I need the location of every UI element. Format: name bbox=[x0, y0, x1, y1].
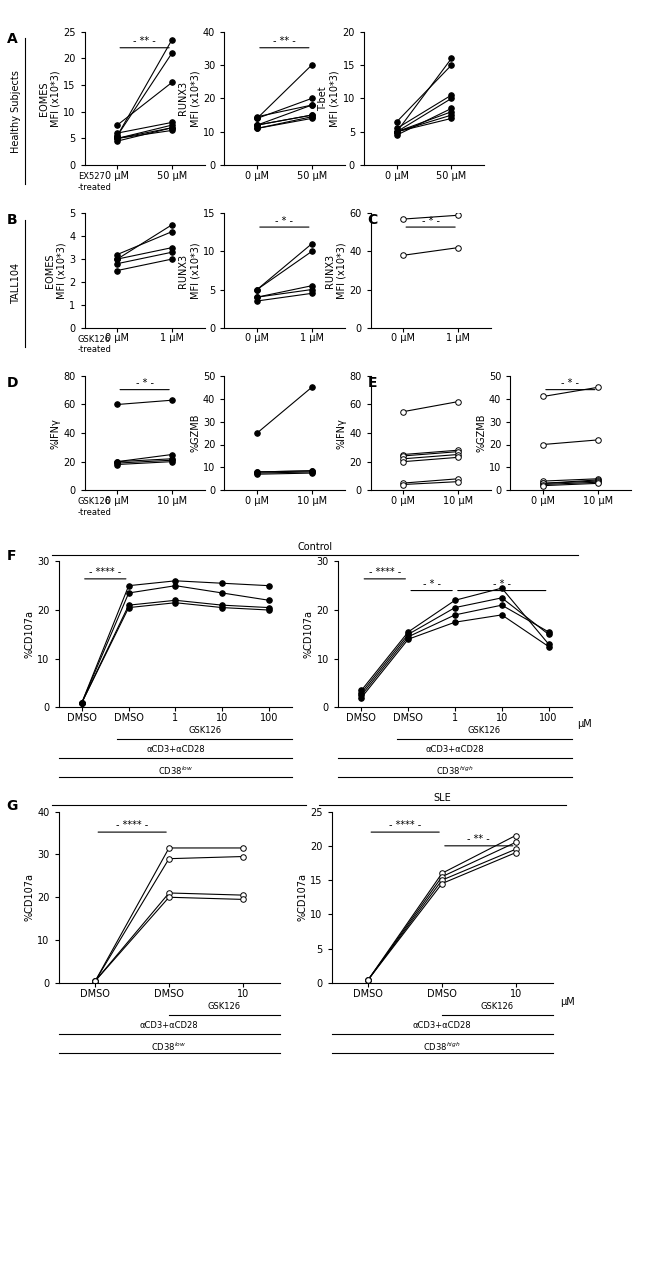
Text: TALL104: TALL104 bbox=[11, 263, 21, 304]
Text: μM: μM bbox=[577, 719, 592, 729]
Y-axis label: %IFNγ: %IFNγ bbox=[50, 418, 60, 448]
Text: - **** -: - **** - bbox=[369, 568, 401, 578]
Text: - **** -: - **** - bbox=[116, 820, 148, 831]
Text: GSK126: GSK126 bbox=[468, 726, 500, 735]
Y-axis label: %GZMB: %GZMB bbox=[476, 414, 486, 452]
Y-axis label: EOMES
MFI (x10*3): EOMES MFI (x10*3) bbox=[38, 70, 60, 127]
Text: - ** -: - ** - bbox=[467, 834, 490, 845]
Text: A: A bbox=[6, 32, 18, 46]
Text: EX527
-treated: EX527 -treated bbox=[78, 173, 112, 192]
Y-axis label: EOMES
MFI (x10*3): EOMES MFI (x10*3) bbox=[45, 243, 66, 298]
Y-axis label: %IFNγ: %IFNγ bbox=[336, 418, 346, 448]
Y-axis label: %CD107a: %CD107a bbox=[24, 611, 34, 658]
Text: GSK126
-treated: GSK126 -treated bbox=[78, 498, 112, 517]
Text: GSK126: GSK126 bbox=[208, 1002, 240, 1011]
Text: Healthy Subjects: Healthy Subjects bbox=[11, 70, 21, 152]
Y-axis label: %CD107a: %CD107a bbox=[304, 611, 314, 658]
Text: SLE: SLE bbox=[433, 792, 451, 803]
Text: - * -: - * - bbox=[422, 579, 441, 589]
Text: - ** -: - ** - bbox=[273, 37, 296, 47]
Y-axis label: RUNX3
MFI (x10*3): RUNX3 MFI (x10*3) bbox=[179, 243, 200, 298]
Y-axis label: %CD107a: %CD107a bbox=[297, 874, 307, 921]
Text: C: C bbox=[367, 213, 378, 227]
Y-axis label: %GZMB: %GZMB bbox=[190, 414, 200, 452]
Text: - * -: - * - bbox=[422, 216, 439, 226]
Text: - * -: - * - bbox=[562, 378, 579, 389]
Text: - * -: - * - bbox=[136, 378, 153, 389]
Text: GSK126: GSK126 bbox=[188, 726, 221, 735]
Y-axis label: RUNX3
MFI (x10*3): RUNX3 MFI (x10*3) bbox=[179, 70, 200, 127]
Text: - **** -: - **** - bbox=[389, 820, 421, 831]
Text: αCD3+αCD28: αCD3+αCD28 bbox=[140, 1021, 198, 1030]
Text: G: G bbox=[6, 799, 18, 813]
Text: E: E bbox=[367, 376, 377, 390]
Text: D: D bbox=[6, 376, 18, 390]
Text: GSK126: GSK126 bbox=[481, 1002, 514, 1011]
Text: - **** -: - **** - bbox=[89, 568, 122, 578]
Text: αCD3+αCD28: αCD3+αCD28 bbox=[146, 745, 205, 754]
Text: - ** -: - ** - bbox=[133, 37, 156, 47]
Text: CD38$^{high}$: CD38$^{high}$ bbox=[436, 765, 474, 777]
Text: αCD3+αCD28: αCD3+αCD28 bbox=[413, 1021, 471, 1030]
Text: μM: μM bbox=[560, 997, 575, 1007]
Y-axis label: %CD107a: %CD107a bbox=[24, 874, 34, 921]
Text: B: B bbox=[6, 213, 17, 227]
Y-axis label: T-bet
MFI (x10*3): T-bet MFI (x10*3) bbox=[318, 70, 340, 127]
Text: CD38$^{high}$: CD38$^{high}$ bbox=[423, 1040, 461, 1053]
Text: - * -: - * - bbox=[493, 579, 511, 589]
Text: αCD3+αCD28: αCD3+αCD28 bbox=[426, 745, 484, 754]
Text: GSK126
-treated: GSK126 -treated bbox=[78, 335, 112, 354]
Text: F: F bbox=[6, 549, 16, 563]
Text: CD38$^{low}$: CD38$^{low}$ bbox=[151, 1040, 187, 1053]
Text: - * -: - * - bbox=[276, 216, 293, 226]
Text: CD38$^{low}$: CD38$^{low}$ bbox=[158, 765, 193, 777]
Y-axis label: RUNX3
MFI (x10*3): RUNX3 MFI (x10*3) bbox=[325, 243, 346, 298]
Text: Control: Control bbox=[298, 542, 333, 552]
